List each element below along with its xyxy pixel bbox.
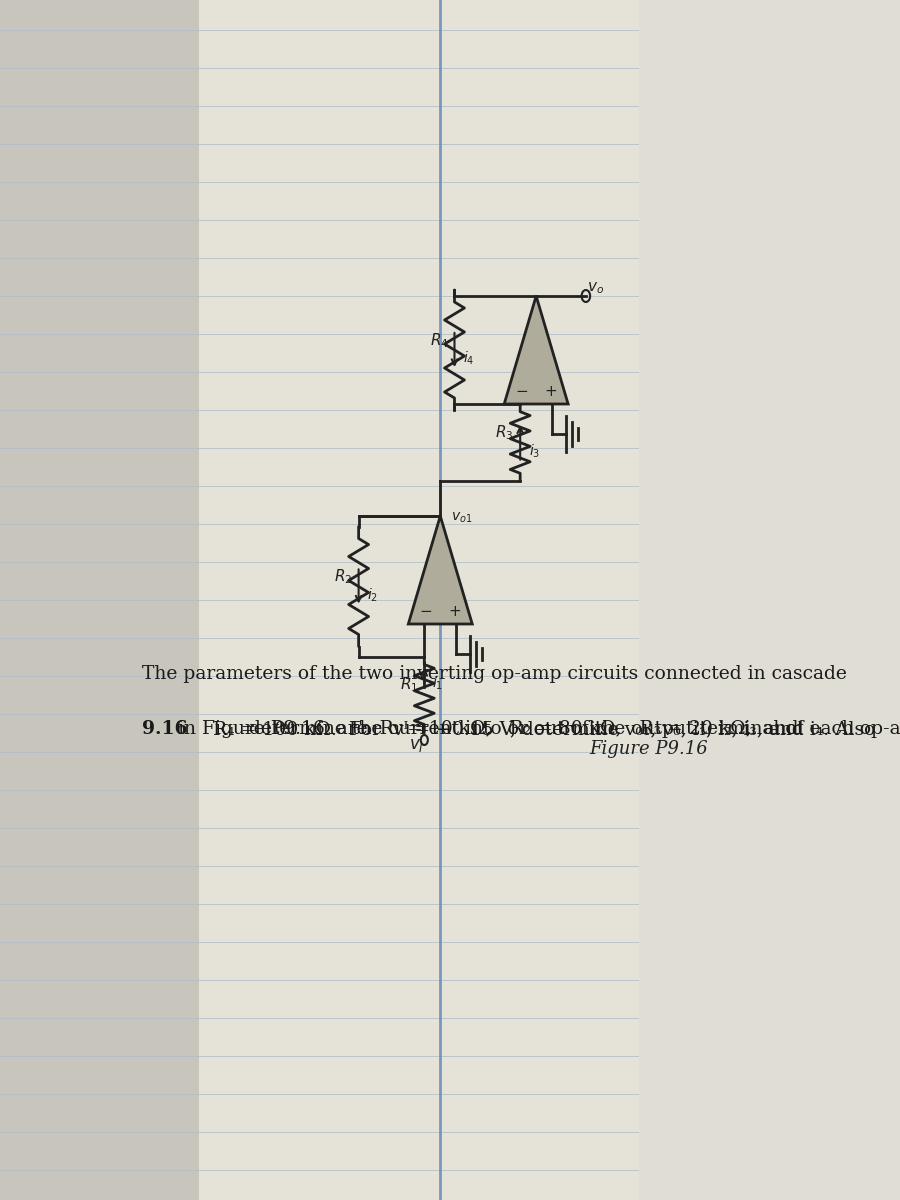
Text: $i_1$: $i_1$ bbox=[431, 674, 443, 692]
Polygon shape bbox=[409, 516, 472, 624]
Text: The parameters of the two inverting op-amp circuits connected in cascade: The parameters of the two inverting op-a… bbox=[142, 665, 847, 683]
Bar bbox=[199, 0, 639, 1200]
Text: $i_3$: $i_3$ bbox=[529, 443, 540, 460]
Text: $R_1$: $R_1$ bbox=[400, 676, 418, 695]
Polygon shape bbox=[504, 296, 568, 404]
Text: $i_4$: $i_4$ bbox=[463, 350, 474, 367]
Text: $v_o$: $v_o$ bbox=[588, 280, 604, 296]
Bar bbox=[0, 0, 199, 1200]
Text: $R_3$: $R_3$ bbox=[495, 424, 514, 443]
Text: in Figure P9.16  are  R₁ = 10 kΩ,   R₂ = 80 kΩ,   R₃ = 20 kΩ,  and: in Figure P9.16 are R₁ = 10 kΩ, R₂ = 80 … bbox=[177, 720, 798, 738]
Text: determine the current into or out of the output terminal of each op-amp.: determine the current into or out of the… bbox=[248, 720, 900, 738]
Text: $v_I$: $v_I$ bbox=[410, 737, 424, 754]
Text: $R_4$: $R_4$ bbox=[429, 331, 448, 350]
Text: R₄ = 100 kΩ.  For  vᴵ = −0.15 V, determine v₀₁, v₀, i₁, i₂, i₃, and i₄. Also: R₄ = 100 kΩ. For vᴵ = −0.15 V, determine… bbox=[213, 720, 876, 738]
Text: −: − bbox=[419, 605, 432, 619]
Text: 9.16: 9.16 bbox=[142, 720, 188, 738]
Text: $i_2$: $i_2$ bbox=[367, 587, 378, 604]
Text: −: − bbox=[516, 384, 528, 400]
Text: +: + bbox=[544, 384, 557, 400]
Text: $R_2$: $R_2$ bbox=[334, 568, 352, 587]
Text: Figure P9.16: Figure P9.16 bbox=[590, 740, 708, 758]
Text: +: + bbox=[448, 605, 461, 619]
Text: $v_{o1}$: $v_{o1}$ bbox=[451, 511, 472, 526]
